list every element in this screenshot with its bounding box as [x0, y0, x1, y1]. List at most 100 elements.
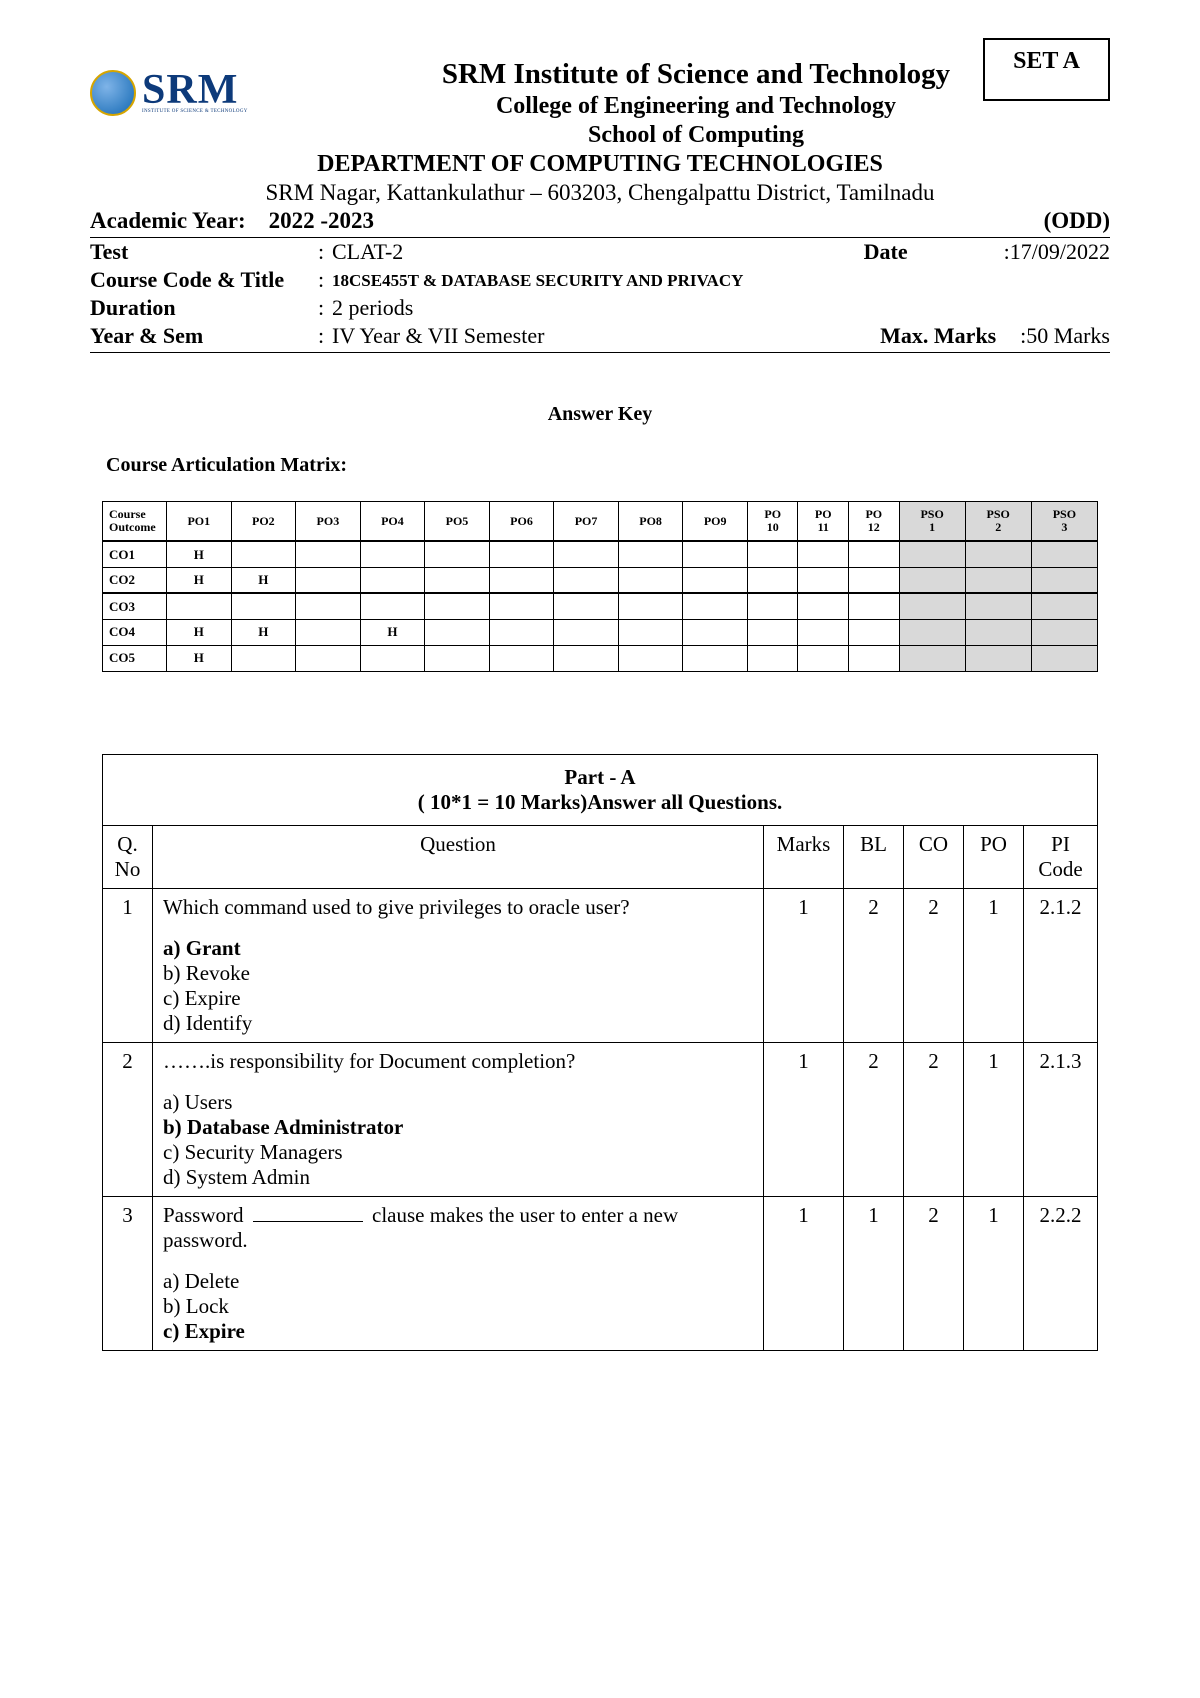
question-row: 1 Which command used to give privileges t…	[103, 888, 1098, 1042]
cam-cell	[618, 645, 683, 671]
cam-cell	[1031, 541, 1097, 567]
question-option: b) Lock	[163, 1294, 753, 1319]
cam-cell: H	[167, 645, 232, 671]
question-cell: Password clause makes the user to enter …	[153, 1196, 764, 1350]
academic-year-label: Academic Year:	[90, 208, 246, 233]
cam-header: PO3	[296, 502, 361, 542]
question-option: c) Expire	[163, 986, 753, 1011]
question-option: d) System Admin	[163, 1165, 753, 1190]
question-co: 2	[904, 888, 964, 1042]
department-title: DEPARTMENT OF COMPUTING TECHNOLOGIES	[90, 151, 1110, 178]
cam-cell	[489, 593, 554, 619]
cam-cell	[554, 541, 619, 567]
cam-cell	[899, 619, 965, 645]
cam-cell	[798, 567, 849, 593]
question-row: 3Password clause makes the user to enter…	[103, 1196, 1098, 1350]
cam-cell	[798, 541, 849, 567]
question-po: 1	[964, 1042, 1024, 1196]
qtable-col-header: BL	[844, 825, 904, 888]
question-option: a) Grant	[163, 936, 753, 961]
year-sem-value: IV Year & VII Semester	[332, 323, 880, 349]
qtable-col-header: Marks	[764, 825, 844, 888]
cam-cell	[425, 541, 490, 567]
question-option: c) Security Managers	[163, 1140, 753, 1165]
cam-cell	[747, 593, 798, 619]
cam-co: CO2	[103, 567, 167, 593]
srm-logo: SRM INSTITUTE OF SCIENCE & TECHNOLOGY	[90, 58, 270, 128]
cam-cell	[798, 619, 849, 645]
cam-cell	[899, 541, 965, 567]
cam-cell	[489, 619, 554, 645]
question-option: a) Delete	[163, 1269, 753, 1294]
question-option: d) Identify	[163, 1011, 753, 1036]
cam-cell	[747, 619, 798, 645]
question-pi: 2.1.3	[1024, 1042, 1098, 1196]
question-option: b) Database Administrator	[163, 1115, 753, 1140]
cam-header: PO12	[849, 502, 900, 542]
duration-value: 2 periods	[332, 295, 1110, 321]
cam-cell	[554, 619, 619, 645]
cam-cell	[425, 619, 490, 645]
cam-table: CourseOutcomePO1PO2PO3PO4PO5PO6PO7PO8PO9…	[102, 501, 1098, 672]
max-marks-label: Max. Marks	[880, 323, 1020, 349]
cct-value: 18CSE455T & DATABASE SECURITY AND PRIVAC…	[332, 267, 1110, 293]
question-marks: 1	[764, 1196, 844, 1350]
part-title: Part - A	[113, 765, 1087, 790]
cam-heading: Course Articulation Matrix:	[106, 454, 1110, 477]
cam-cell	[683, 645, 748, 671]
question-po: 1	[964, 888, 1024, 1042]
cam-cell	[489, 645, 554, 671]
cam-cell	[360, 541, 425, 567]
cam-co: CO3	[103, 593, 167, 619]
cam-cell	[296, 567, 361, 593]
cam-row: CO5H	[103, 645, 1098, 671]
cam-header: PO2	[231, 502, 296, 542]
cam-cell	[231, 645, 296, 671]
question-bl: 2	[844, 888, 904, 1042]
cam-cell	[798, 645, 849, 671]
cam-cell	[965, 645, 1031, 671]
school-title: School of Computing	[282, 122, 1110, 149]
cam-row: CO4HHH	[103, 619, 1098, 645]
cam-cell	[899, 593, 965, 619]
cam-cell	[1031, 593, 1097, 619]
address-line: SRM Nagar, Kattankulathur – 603203, Chen…	[90, 180, 1110, 206]
question-number: 3	[103, 1196, 153, 1350]
date-label: Date	[864, 239, 1004, 265]
cam-row: CO3	[103, 593, 1098, 619]
question-option: a) Users	[163, 1090, 753, 1115]
cam-cell: H	[167, 567, 232, 593]
cam-header: PO7	[554, 502, 619, 542]
question-text: Password clause makes the user to enter …	[163, 1203, 753, 1253]
cam-cell	[425, 567, 490, 593]
cam-cell	[296, 541, 361, 567]
cam-cell	[554, 645, 619, 671]
cam-header: PO1	[167, 502, 232, 542]
max-marks-value: 50 Marks	[1026, 323, 1110, 349]
question-cell: Which command used to give privileges to…	[153, 888, 764, 1042]
cam-cell	[965, 619, 1031, 645]
cam-row: CO2HH	[103, 567, 1098, 593]
cam-cell	[425, 593, 490, 619]
cam-row: CO1H	[103, 541, 1098, 567]
academic-term: (ODD)	[1044, 208, 1110, 234]
duration-label: Duration	[90, 295, 318, 321]
cam-cell	[425, 645, 490, 671]
logo-subtext: INSTITUTE OF SCIENCE & TECHNOLOGY	[142, 110, 248, 115]
cam-header: PSO1	[899, 502, 965, 542]
cam-cell: H	[231, 619, 296, 645]
qtable-col-header: PO	[964, 825, 1024, 888]
cam-cell	[747, 645, 798, 671]
question-text: Which command used to give privileges to…	[163, 895, 753, 920]
cam-header: CourseOutcome	[103, 502, 167, 542]
cam-cell	[360, 645, 425, 671]
blank-line	[253, 1221, 363, 1222]
cam-cell	[1031, 645, 1097, 671]
cam-cell	[296, 645, 361, 671]
cam-cell	[683, 541, 748, 567]
cam-cell	[683, 593, 748, 619]
question-option: b) Revoke	[163, 961, 753, 986]
cam-co: CO5	[103, 645, 167, 671]
cam-cell	[965, 567, 1031, 593]
cam-cell	[231, 541, 296, 567]
